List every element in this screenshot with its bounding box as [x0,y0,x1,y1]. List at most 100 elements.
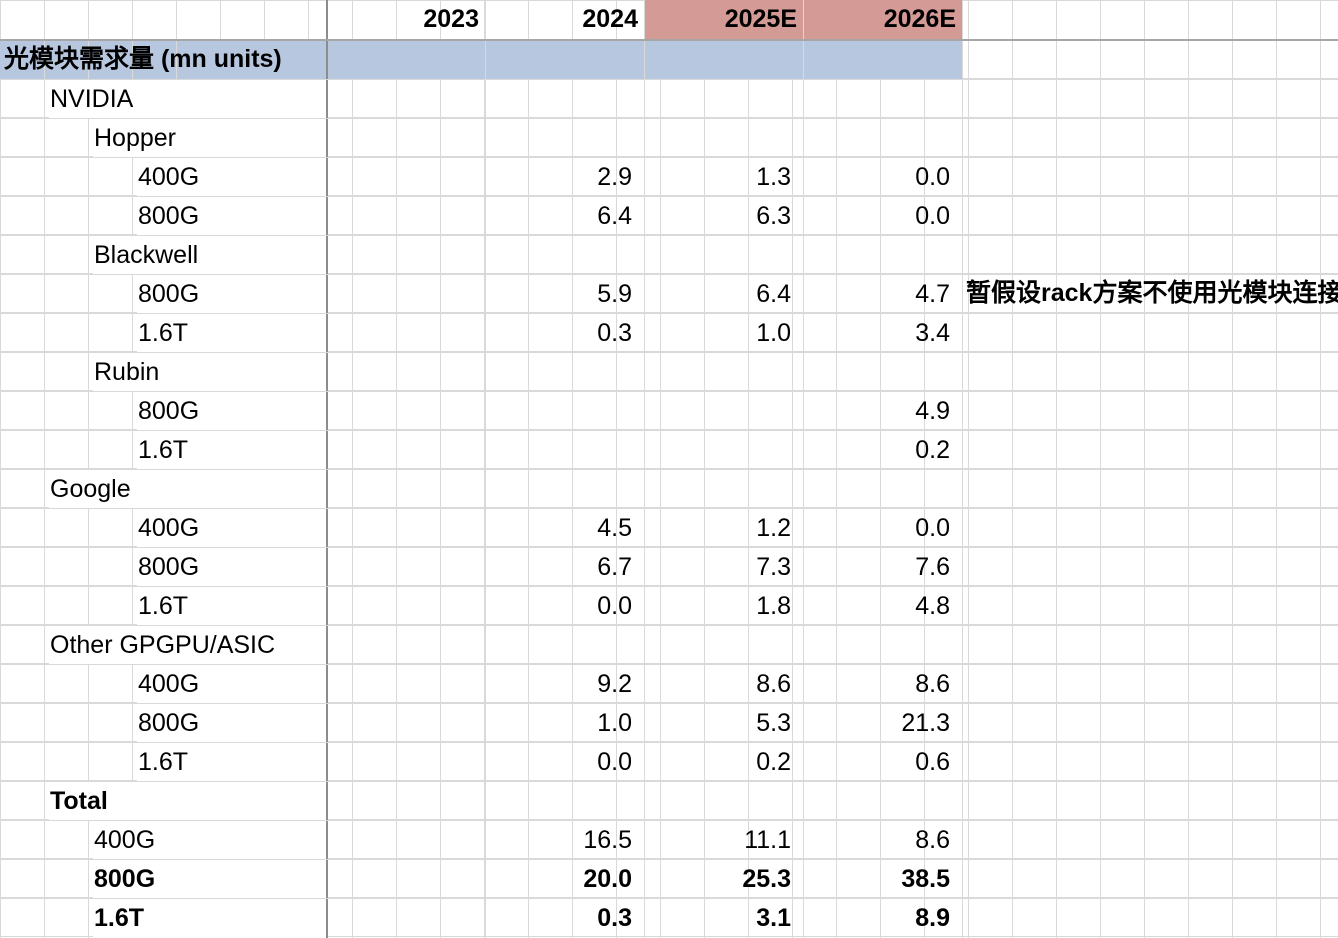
row-label[interactable]: 800G [137,704,326,743]
value-cell-2023[interactable] [327,353,485,392]
value-cell-2023[interactable] [327,665,485,704]
value-cell-2026e[interactable]: 7.6 [915,553,950,581]
row-label[interactable]: 400G [137,509,326,548]
value-cell-2026e[interactable] [804,119,962,158]
value-cell-2026e[interactable]: 4.8 [915,592,950,620]
value-cell-2025e[interactable] [645,470,803,509]
value-cell-2026e[interactable] [804,626,962,665]
value-cell-2024[interactable] [486,392,644,431]
section-title[interactable]: 光模块需求量 (mn units) [4,45,282,73]
value-cell-2024[interactable]: 16.5 [583,826,632,854]
row-label[interactable]: Google [49,470,326,509]
value-cell-2024[interactable]: 5.9 [597,280,632,308]
row-label[interactable]: 800G [137,548,326,587]
value-cell-2026e[interactable]: 0.6 [915,748,950,776]
value-cell-2024[interactable]: 1.0 [597,709,632,737]
value-cell-2024[interactable] [486,782,644,821]
row-label[interactable]: Blackwell [93,236,326,275]
year-header-2026e[interactable]: 2026E [883,5,956,33]
value-cell-2023[interactable] [327,470,485,509]
value-cell-2024[interactable]: 9.2 [597,670,632,698]
row-label[interactable]: 1.6T [137,314,326,353]
value-cell-2025e[interactable]: 1.0 [756,319,791,347]
year-header-2025e[interactable]: 2025E [724,5,797,33]
row-label[interactable]: NVIDIA [49,80,326,119]
value-cell-2023[interactable] [327,821,485,860]
value-cell-2024[interactable] [486,353,644,392]
value-cell-2024[interactable] [486,626,644,665]
value-cell-2023[interactable] [327,626,485,665]
value-cell-2023[interactable] [327,899,485,938]
value-cell-2024[interactable]: 0.0 [597,748,632,776]
value-cell-2023[interactable] [327,743,485,782]
value-cell-2025e[interactable]: 6.4 [756,280,791,308]
value-cell-2025e[interactable] [645,119,803,158]
value-cell-2024[interactable]: 0.3 [597,319,632,347]
value-cell-2024[interactable] [486,80,644,119]
row-label[interactable]: 1.6T [137,431,326,470]
value-cell-2025e[interactable]: 3.1 [756,904,791,932]
value-cell-2023[interactable] [327,314,485,353]
value-cell-2023[interactable] [327,119,485,158]
value-cell-2025e[interactable]: 0.2 [756,748,791,776]
value-cell-2026e[interactable] [804,80,962,119]
value-cell-2023[interactable] [327,197,485,236]
value-cell-2024[interactable]: 20.0 [583,865,632,893]
value-cell-2023[interactable] [327,431,485,470]
row-label[interactable]: 800G [137,392,326,431]
row-label[interactable]: 800G [93,860,326,899]
value-cell-2023[interactable] [327,509,485,548]
side-note[interactable]: 暂假设rack方案不使用光模块连接 [966,279,1338,307]
value-cell-2023[interactable] [327,587,485,626]
value-cell-2026e[interactable]: 8.6 [915,826,950,854]
value-cell-2025e[interactable]: 5.3 [756,709,791,737]
value-cell-2023[interactable] [327,860,485,899]
value-cell-2025e[interactable] [645,392,803,431]
value-cell-2023[interactable] [327,782,485,821]
year-header-2024[interactable]: 2024 [582,5,638,33]
value-cell-2026e[interactable]: 0.2 [915,436,950,464]
value-cell-2025e[interactable]: 6.3 [756,202,791,230]
value-cell-2026e[interactable] [804,470,962,509]
row-label[interactable]: 1.6T [93,899,326,938]
value-cell-2026e[interactable] [804,236,962,275]
row-label[interactable]: Other GPGPU/ASIC [49,626,326,665]
value-cell-2024[interactable]: 2.9 [597,163,632,191]
value-cell-2026e[interactable]: 21.3 [901,709,950,737]
value-cell-2026e[interactable]: 38.5 [901,865,950,893]
value-cell-2026e[interactable]: 0.0 [915,202,950,230]
value-cell-2025e[interactable]: 8.6 [756,670,791,698]
value-cell-2026e[interactable]: 8.6 [915,670,950,698]
row-label[interactable]: 800G [137,197,326,236]
value-cell-2023[interactable] [327,275,485,314]
value-cell-2025e[interactable] [645,782,803,821]
value-cell-2023[interactable] [327,158,485,197]
value-cell-2024[interactable]: 6.4 [597,202,632,230]
value-cell-2024[interactable]: 0.0 [597,592,632,620]
value-cell-2026e[interactable]: 3.4 [915,319,950,347]
row-label[interactable]: 1.6T [137,743,326,782]
value-cell-2025e[interactable]: 1.8 [756,592,791,620]
value-cell-2023[interactable] [327,392,485,431]
row-label[interactable]: 400G [93,821,326,860]
value-cell-2026e[interactable]: 0.0 [915,514,950,542]
row-label[interactable]: 400G [137,665,326,704]
value-cell-2023[interactable] [327,80,485,119]
value-cell-2024[interactable] [486,431,644,470]
value-cell-2026e[interactable]: 4.9 [915,397,950,425]
row-label[interactable]: Total [49,782,326,821]
value-cell-2025e[interactable] [645,626,803,665]
value-cell-2025e[interactable]: 1.2 [756,514,791,542]
value-cell-2026e[interactable]: 0.0 [915,163,950,191]
value-cell-2024[interactable] [486,236,644,275]
row-label[interactable]: 800G [137,275,326,314]
value-cell-2026e[interactable] [804,782,962,821]
value-cell-2024[interactable]: 0.3 [597,904,632,932]
value-cell-2024[interactable] [486,119,644,158]
value-cell-2024[interactable]: 6.7 [597,553,632,581]
value-cell-2025e[interactable]: 25.3 [742,865,791,893]
value-cell-2025e[interactable] [645,431,803,470]
value-cell-2025e[interactable] [645,236,803,275]
value-cell-2023[interactable] [327,548,485,587]
row-label[interactable]: 400G [137,158,326,197]
